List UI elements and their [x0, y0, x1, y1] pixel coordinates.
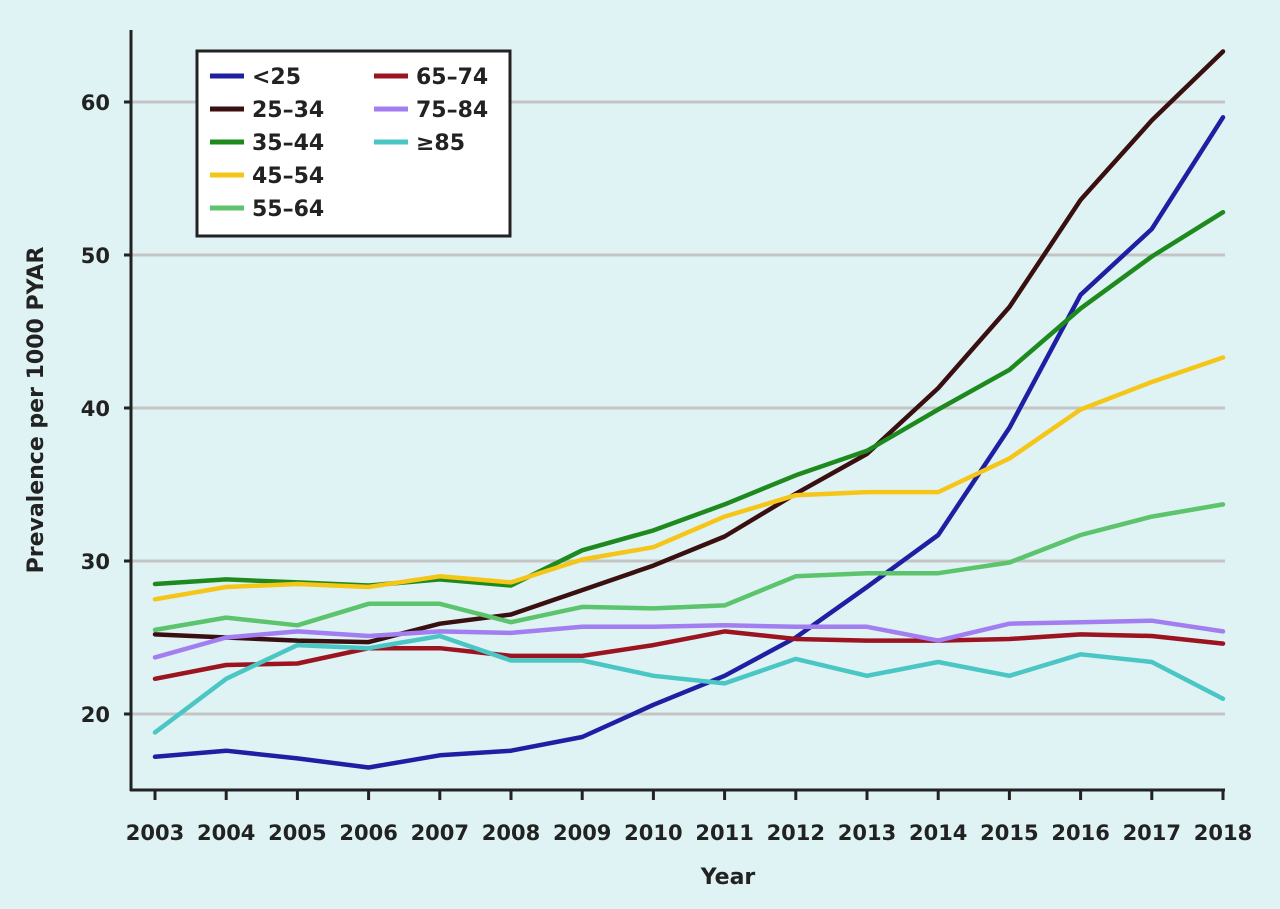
legend-label: 55–64 — [252, 197, 324, 222]
x-tick-label: 2016 — [1051, 821, 1109, 845]
x-tick-label: 2003 — [126, 821, 184, 845]
series-line-4 — [152, 502, 1226, 633]
x-tick-label: 2009 — [553, 821, 611, 845]
x-tick-label: 2010 — [624, 821, 682, 845]
series-line-5 — [152, 629, 1226, 682]
y-axis-ticks: 20 30 40 50 60 — [81, 91, 131, 727]
y-tick-label: 20 — [81, 703, 110, 727]
series-line-7 — [152, 633, 1226, 735]
legend-label: ≥85 — [416, 131, 465, 156]
x-axis-title: Year — [700, 865, 756, 890]
legend-label: 35–44 — [252, 131, 324, 156]
y-tick-label: 30 — [81, 550, 110, 574]
x-axis-ticks: 2003 2004 2005 2006 2007 2008 2009 2010 2011 2012… — [126, 790, 1252, 845]
x-tick-label: 2007 — [411, 821, 469, 845]
series-line-6 — [152, 618, 1226, 660]
legend-label: 25–34 — [252, 98, 324, 123]
y-axis-title: Prevalence per 1000 PYAR — [24, 247, 49, 574]
x-tick-label: 2014 — [909, 821, 967, 845]
y-tick-label: 50 — [81, 244, 110, 268]
legend-label: 75–84 — [416, 98, 488, 123]
x-tick-label: 2004 — [197, 821, 255, 845]
x-tick-label: 2008 — [482, 821, 540, 845]
x-tick-label: 2006 — [339, 821, 397, 845]
x-tick-label: 2012 — [767, 821, 825, 845]
axes — [129, 30, 1225, 792]
x-tick-label: 2017 — [1123, 821, 1181, 845]
series-line-3 — [152, 355, 1226, 602]
legend: <25 25–34 35–44 45–54 55–64 65–74 75–84 ≥85 — [195, 49, 512, 238]
legend-label: <25 — [252, 65, 301, 90]
legend-label: 45–54 — [252, 164, 324, 189]
legend-label: 65–74 — [416, 65, 488, 90]
x-tick-label: 2013 — [838, 821, 896, 845]
series-line-0 — [152, 115, 1226, 770]
legend-box — [195, 49, 512, 238]
y-tick-label: 60 — [81, 91, 110, 115]
x-tick-label: 2011 — [695, 821, 753, 845]
x-tick-label: 2015 — [980, 821, 1038, 845]
x-tick-label: 2005 — [268, 821, 326, 845]
series-line-1 — [152, 49, 1226, 645]
y-tick-label: 40 — [81, 397, 110, 421]
series-lines — [152, 49, 1226, 770]
x-tick-label: 2018 — [1194, 821, 1252, 845]
